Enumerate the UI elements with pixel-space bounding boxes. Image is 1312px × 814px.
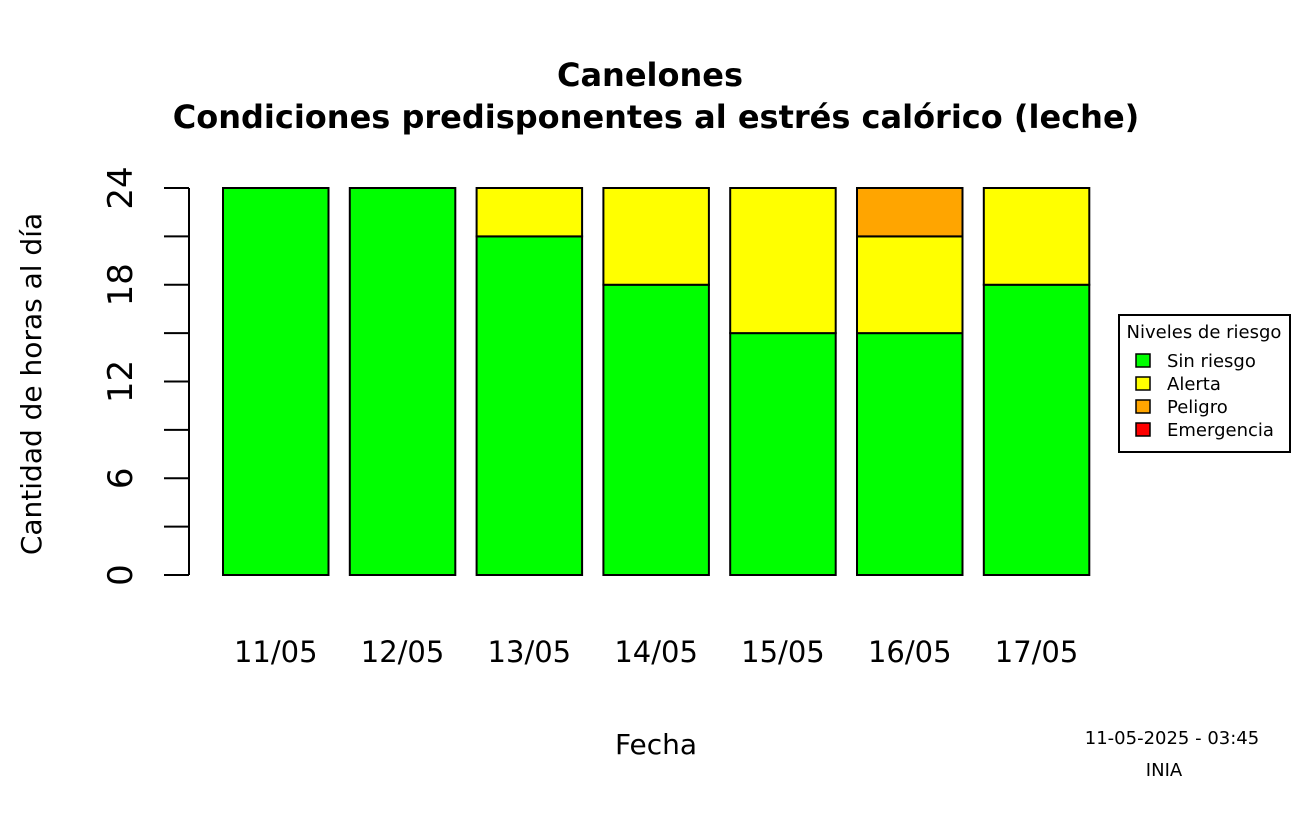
legend-swatch xyxy=(1135,399,1151,414)
bar-segment-sin-riesgo-14-05 xyxy=(602,283,710,576)
chart-title: Canelones xyxy=(557,56,743,94)
legend-label: Sin riesgo xyxy=(1167,351,1256,372)
bar-segment-sin-riesgo-15-05 xyxy=(729,332,837,576)
legend-swatch xyxy=(1135,422,1151,437)
legend-swatch xyxy=(1135,376,1151,391)
x-axis-label: Fecha xyxy=(615,728,697,761)
bar-segment-alerta-15-05 xyxy=(729,187,837,335)
x-axis-labels: 11/05 12/05 13/05 14/05 15/05 16/05 17/05 xyxy=(234,635,1078,669)
bar-segment-alerta-16-05 xyxy=(856,235,964,335)
legend-label: Alerta xyxy=(1167,374,1221,395)
y-tick-label: 18 xyxy=(101,263,141,306)
source-label: INIA xyxy=(1146,760,1183,781)
x-tick-label: 15/05 xyxy=(741,635,825,669)
bar-segment-sin-riesgo-12-05 xyxy=(348,187,457,576)
x-tick-label: 17/05 xyxy=(995,635,1079,669)
timestamp: 11-05-2025 - 03:45 xyxy=(1085,728,1259,749)
chart-subtitle: Condiciones predisponentes al estrés cal… xyxy=(173,98,1140,136)
bar-segment-peligro-16-05 xyxy=(856,187,964,238)
x-tick-label: 16/05 xyxy=(868,635,952,669)
bar-segment-sin-riesgo-11-05 xyxy=(222,187,330,576)
bars-group xyxy=(222,187,1091,576)
legend-title: Niveles de riesgo xyxy=(1127,322,1282,343)
bar-segment-sin-riesgo-13-05 xyxy=(475,235,584,576)
bar-segment-sin-riesgo-17-05 xyxy=(982,283,1091,576)
y-axis-label: Cantidad de horas al día xyxy=(15,213,48,555)
y-tick-label: 24 xyxy=(101,166,141,209)
x-tick-label: 12/05 xyxy=(361,635,445,669)
legend-swatch xyxy=(1135,353,1151,368)
bar-segment-alerta-14-05 xyxy=(602,187,710,286)
x-tick-label: 11/05 xyxy=(234,635,318,669)
y-tick-label: 0 xyxy=(101,564,141,586)
x-tick-label: 13/05 xyxy=(488,635,572,669)
y-tick-label: 6 xyxy=(101,467,141,489)
legend-label: Peligro xyxy=(1167,397,1228,418)
legend: Niveles de riesgo Sin riesgoAlertaPeligr… xyxy=(1118,314,1291,453)
x-tick-label: 14/05 xyxy=(614,635,698,669)
bar-segment-alerta-13-05 xyxy=(475,187,584,238)
bar-segment-alerta-17-05 xyxy=(982,187,1091,286)
y-axis: 0 6 12 18 24 xyxy=(101,166,190,586)
bar-segment-sin-riesgo-16-05 xyxy=(856,332,964,576)
y-tick-label: 12 xyxy=(101,360,141,403)
legend-label: Emergencia xyxy=(1167,420,1274,441)
legend-box xyxy=(1118,314,1291,453)
